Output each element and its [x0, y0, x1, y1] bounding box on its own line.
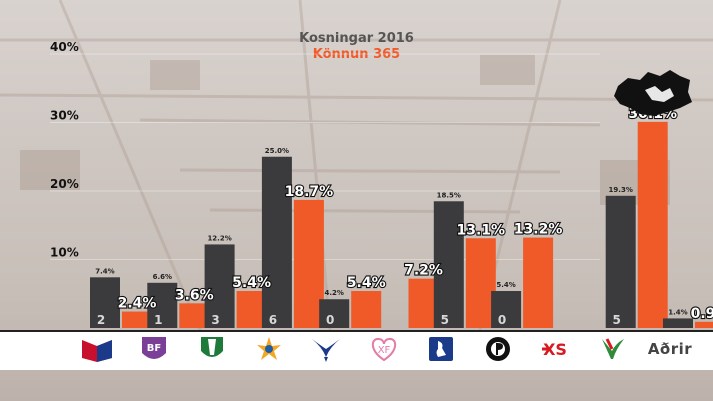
data-label-2012: 18.5%: [437, 191, 461, 199]
data-label-2012: 25.0%: [265, 147, 289, 155]
data-label-2012: 4.2%: [324, 289, 343, 297]
data-label-2016: 0.9%: [691, 306, 713, 322]
party-logo-band: [0, 330, 713, 370]
vidreisn-logo: [192, 334, 232, 364]
bar-2012: [319, 299, 350, 328]
bar-2012: [605, 195, 636, 328]
data-label-2012: 19.3%: [609, 186, 633, 194]
svg-text:XS: XS: [543, 340, 567, 359]
framsokn-logo: [77, 334, 117, 364]
bar-2016: [465, 238, 496, 328]
data-label-2016: 5.4%: [347, 275, 386, 291]
seat-count-label: 3: [211, 313, 219, 327]
logo-adrir: Aðrir: [647, 334, 693, 364]
y-tick-label: 20%: [50, 177, 79, 191]
chart-title: Kosningar 2016: [299, 31, 414, 46]
seat-count-label: 2: [97, 313, 105, 327]
seat-count-label: 6: [269, 313, 277, 327]
piratar-logo: [478, 334, 518, 364]
data-label-2016: 2.4%: [118, 296, 157, 312]
data-label-2016: 3.6%: [175, 287, 214, 303]
bar-2016: [122, 311, 152, 328]
iceland-map-icon: [614, 70, 692, 116]
bar-2012: [261, 156, 292, 328]
bar-2016: [236, 291, 267, 328]
seat-count-label: 5: [613, 313, 621, 327]
bar-2016: [179, 303, 210, 328]
y-tick-label: 30%: [50, 109, 79, 123]
bar-2012: [433, 201, 464, 328]
data-label-2016: 13.1%: [457, 222, 506, 238]
sjalfstaedisflokkur-logo: [249, 334, 289, 364]
bar-2016: [523, 237, 554, 328]
bar-2012: [204, 244, 235, 328]
bar-2012: [147, 282, 178, 328]
seat-count-label: 0: [498, 313, 506, 327]
seat-count-label: 0: [326, 313, 334, 327]
bar-2012: [90, 277, 120, 328]
data-label-2012: 5.4%: [496, 281, 515, 289]
data-label-2016: 7.2%: [404, 263, 443, 279]
seat-count-label: 5: [441, 313, 449, 327]
svg-text:BF: BF: [147, 343, 161, 354]
data-label-2016: 5.4%: [232, 275, 271, 291]
bar-2016: [351, 291, 382, 328]
xs-logo: XS: [535, 334, 575, 364]
bar-2016: [695, 321, 713, 328]
bar-2012: [663, 318, 693, 328]
chart-subtitle: Könnun 365: [312, 47, 401, 62]
seat-count-label: 1: [154, 313, 162, 327]
data-label-2012: 1.4%: [668, 308, 687, 316]
logo-text: Aðrir: [647, 340, 693, 358]
data-label-2012: 12.2%: [207, 234, 231, 242]
bjort-framtid-logo: BF: [134, 334, 174, 364]
data-label-2012: 7.4%: [95, 267, 114, 275]
flokkur-folksins-logo: XF: [364, 334, 404, 364]
runner-logo: [421, 334, 461, 364]
bar-2016: [293, 199, 324, 328]
bar-2012: [491, 291, 522, 328]
vinstri-graen-logo: [593, 334, 633, 364]
y-tick-label: 10%: [50, 246, 79, 260]
bar-2016: [637, 121, 668, 328]
data-label-2016: 13.2%: [514, 222, 563, 238]
bar-2016: [408, 278, 439, 328]
falcon-logo: [306, 334, 346, 364]
data-label-2012: 6.6%: [153, 273, 172, 281]
data-label-2016: 18.7%: [285, 184, 334, 200]
svg-text:XF: XF: [377, 345, 390, 356]
y-tick-label: 40%: [50, 40, 79, 54]
